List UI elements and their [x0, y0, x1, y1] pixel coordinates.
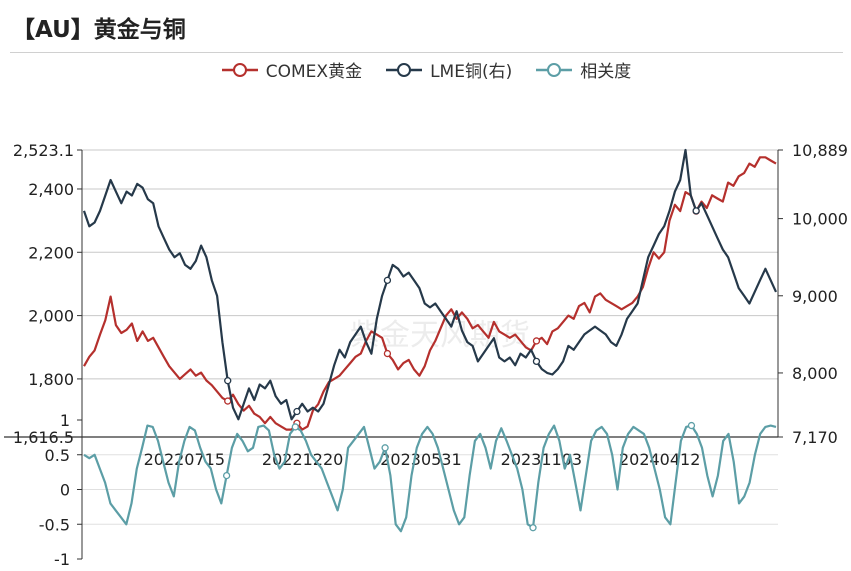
left-tick-label-3: 2,000	[28, 307, 74, 326]
x-tick-label-2: 20230531	[380, 450, 461, 469]
axes: 2,523.1 2,400 2,200 2,000 1,800 1,616.5 10,889…	[4, 141, 848, 569]
corr-tick-label-4: -1	[54, 550, 70, 569]
series-line-corr[interactable]	[83, 424, 777, 533]
left-tick-label-4: 1,800	[28, 370, 74, 389]
legend-item-copper[interactable]: LME铜(右)	[384, 57, 512, 82]
right-tick-label-1: 10,000	[792, 210, 848, 229]
series-point-copper-1[interactable]	[224, 377, 232, 385]
legend-item-corr[interactable]: 相关度	[534, 57, 631, 82]
series-point-copper-3[interactable]	[532, 357, 541, 366]
legend-corr-marker-icon	[536, 62, 573, 77]
left-tick-label-5: 1,616.5	[13, 428, 74, 447]
right-tick-label-0: 10,889	[792, 141, 848, 160]
chart-title: 【AU】黄金与铜	[12, 17, 186, 43]
series-point-copper-2[interactable]	[383, 276, 392, 284]
legend-gold-marker-icon	[221, 62, 258, 77]
series-point-corr-4[interactable]	[687, 421, 696, 430]
right-tick-label-2: 9,000	[792, 287, 838, 306]
series-group	[82, 148, 778, 533]
series-line-gold[interactable]	[83, 156, 777, 431]
series-point-corr-0[interactable]	[291, 423, 299, 431]
left-tick-label-2: 2,200	[28, 243, 74, 262]
series-point-corr-3[interactable]	[529, 524, 537, 532]
series-point-corr-2[interactable]	[381, 444, 389, 452]
series-point-copper-0[interactable]	[293, 407, 301, 416]
right-tick-label-3: 8,000	[792, 364, 838, 383]
legend-copper-label: LME铜(右)	[430, 62, 513, 82]
corr-tick-label-2: 0	[60, 481, 70, 500]
left-tick-label-1: 2,400	[28, 180, 74, 199]
x-tick-label-0: 20220715	[144, 450, 225, 469]
legend-gold-circle	[232, 62, 247, 77]
series-point-gold-1[interactable]	[224, 397, 232, 405]
corr-tick-label-0: 1	[60, 411, 70, 430]
right-tick-label-4: 7,170	[792, 428, 838, 447]
left-tick-label-0: 2,523.1	[13, 141, 74, 160]
title-divider	[10, 52, 843, 53]
legend-gold-label: COMEX黄金	[265, 62, 363, 82]
legend-corr-circle	[547, 62, 562, 77]
series-point-gold-3[interactable]	[532, 337, 541, 345]
legend-corr-label: 相关度	[580, 62, 632, 82]
series-line-copper[interactable]	[82, 148, 778, 421]
corr-tick-label-3: -0.5	[39, 515, 70, 534]
corr-tick-label-1: 0.5	[45, 446, 70, 465]
legend[interactable]: COMEX黄金 LME铜(右) 相关度	[0, 57, 851, 82]
legend-copper-marker-icon	[386, 62, 423, 77]
series-point-gold-2[interactable]	[383, 349, 392, 358]
series-point-corr-1[interactable]	[222, 471, 231, 480]
x-tick-label-4: 20240412	[619, 450, 700, 469]
legend-item-gold[interactable]: COMEX黄金	[220, 57, 362, 82]
legend-copper-circle	[397, 62, 412, 77]
series-point-copper-4[interactable]	[692, 207, 700, 215]
